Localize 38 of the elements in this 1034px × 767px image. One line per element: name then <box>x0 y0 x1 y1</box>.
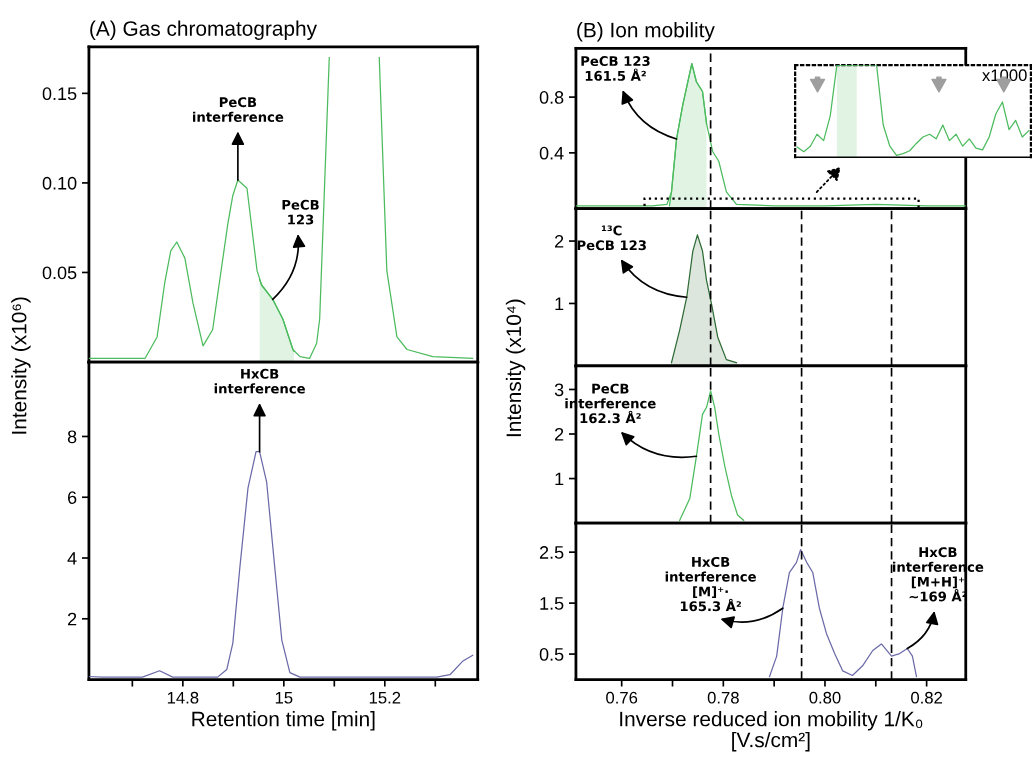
x-tick-label: 0.78 <box>707 691 739 704</box>
y-tick-label: 2 <box>555 235 564 248</box>
y-tick-label: 2 <box>555 427 564 441</box>
x-axis-title: Retention time [min] <box>192 711 375 731</box>
y-tick-label: 1.5 <box>540 597 564 610</box>
line-series <box>88 451 474 678</box>
annotation: PeCB 123 <box>282 199 319 225</box>
x-tick-label: 14.8 <box>167 691 199 704</box>
y-tick-label: 8 <box>67 430 77 444</box>
y-tick-label: 0.10 <box>42 176 77 190</box>
y-tick-label: 6 <box>67 491 77 504</box>
annotation: PeCB interference <box>192 97 284 122</box>
annotation: HxCB interference [M]⁺· 165.3 Å² <box>665 556 756 612</box>
y-tick-label: 0.5 <box>539 648 564 661</box>
x-axis-title: Inverse reduced ion mobility 1/K₀ [V.s/cm²] <box>620 711 923 752</box>
y-tick-label: 4 <box>67 552 77 565</box>
annotation: ¹³C PeCB 123 <box>577 225 646 251</box>
y-tick-label: 1 <box>555 472 564 486</box>
chart-title: (A) Gas chromatography <box>90 20 317 40</box>
x-tick-label: 15 <box>275 691 293 704</box>
x-tick-label: 0.76 <box>606 691 638 704</box>
x-tick-label: 15.2 <box>369 691 401 704</box>
y-tick-label: 2.5 <box>539 546 564 559</box>
y-tick-label: 0.15 <box>42 87 77 101</box>
annotation: PeCB 123 161.5 Å² <box>581 56 650 81</box>
chart-title: (B) Ion mobility <box>577 22 715 42</box>
y-tick-label: 0.05 <box>42 266 77 280</box>
y-axis-title: Intensity (x10⁴) <box>505 299 526 437</box>
y-tick-label: 1 <box>555 297 564 311</box>
y-axis-title: Intensity (x10⁶) <box>11 297 31 434</box>
y-tick-label: 3 <box>554 383 564 397</box>
x-tick-label: 0.80 <box>809 691 841 704</box>
y-tick-label: 0.8 <box>539 91 564 104</box>
line-series <box>678 390 745 522</box>
x-tick-label: 0.82 <box>911 691 943 704</box>
y-tick-label: 0.4 <box>539 146 564 160</box>
y-tick-label: 2 <box>67 612 77 626</box>
annotation: HxCB interference <box>214 368 305 394</box>
